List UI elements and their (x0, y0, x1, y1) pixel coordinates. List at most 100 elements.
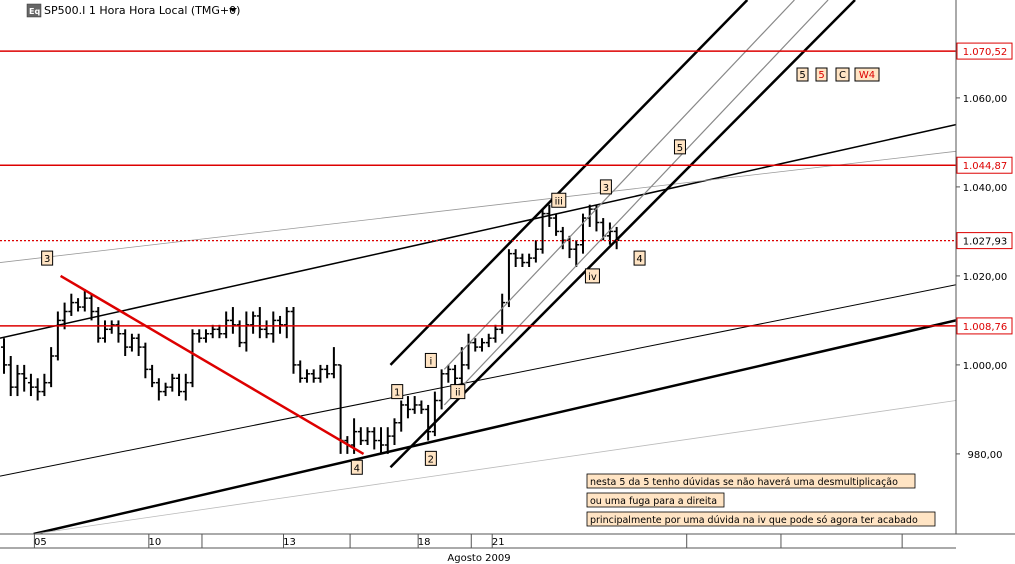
ohlc-bar (364, 427, 371, 445)
time-axis: 05 10 13 18 21 (33, 534, 903, 548)
ohlc-bar (290, 307, 297, 374)
ohlc-bar (330, 347, 337, 379)
ohlc-bar (579, 213, 586, 254)
legend-box (854, 67, 880, 82)
ohlc-bar (196, 329, 203, 343)
wave-label-text: 1 (394, 388, 400, 399)
wave-label: 4 (633, 250, 646, 266)
chevron-down-icon[interactable] (229, 8, 237, 12)
level-price-tag (956, 317, 1013, 335)
annotation-notes: nesta 5 da 5 tenho dúvidas se não haverá… (586, 473, 936, 527)
ohlc-bar (458, 347, 465, 388)
trend-line-red-downtrend[interactable] (59, 274, 365, 455)
wave-label-text: i (429, 356, 432, 367)
wave-label-box (391, 384, 404, 400)
time-tick-label: 10 (148, 537, 161, 548)
wave-label-text: 4 (636, 254, 642, 265)
ohlc-bar (479, 338, 485, 352)
ohlc-bar (202, 329, 209, 343)
trend-line-upper-channel-faint[interactable] (0, 150, 956, 263)
price-tick-label: 1.020,00 (963, 272, 1008, 283)
ohlc-bar (472, 338, 479, 352)
ohlc-bar (324, 364, 331, 379)
logo-icon (26, 3, 42, 18)
annotation-box (586, 473, 916, 489)
ohlc-bar (1, 338, 7, 374)
ohlc-bar (492, 324, 499, 343)
ohlc-bar (532, 240, 539, 263)
wave-label-text: 5 (677, 143, 683, 154)
trend-lines (0, 0, 956, 534)
ohlc-bar (155, 378, 162, 401)
price-tick-label: 1.000,00 (963, 361, 1008, 372)
ohlc-bar (431, 391, 438, 437)
horizontal-levels (0, 50, 956, 327)
price-tick-label: 980,00 (968, 450, 1003, 461)
ohlc-bar (573, 240, 580, 267)
wave-label-box (584, 268, 600, 284)
ohlc-bar (418, 400, 425, 414)
ohlc-bar (7, 356, 14, 397)
ohlc-bar (209, 324, 216, 339)
ohlc-bar (101, 320, 108, 343)
ohlc-bar (149, 364, 156, 388)
wave-label-text: 2 (428, 454, 434, 465)
level-price-tag (956, 156, 1013, 174)
wave-label-box (633, 250, 646, 266)
wave-label-box (673, 139, 686, 155)
trend-line-steep-mid2[interactable] (443, 0, 829, 406)
trend-line-steep-mid1[interactable] (443, 0, 795, 370)
ohlc-bar (283, 307, 290, 339)
ohlc-bar (115, 320, 122, 343)
wave-label-box (551, 192, 567, 208)
ohlc-bar (48, 347, 55, 388)
wave-label-box (424, 450, 437, 466)
legend-box (796, 67, 809, 82)
level-price-label: 1.044,87 (963, 161, 1008, 172)
ohlc-bar (81, 289, 88, 312)
wave-label-text: 3 (603, 183, 609, 194)
ohlc-bar (182, 373, 189, 401)
ohlc-bar (391, 418, 398, 445)
wave-label-box (599, 179, 612, 195)
ohlc-bar (34, 378, 41, 401)
ohlc-bar (297, 360, 304, 383)
legend-label: W4 (859, 70, 875, 81)
level-price-tag (956, 232, 1013, 250)
trend-line-lower-channel-thick[interactable] (33, 319, 956, 534)
ohlc-bar (371, 427, 378, 450)
ohlc-bar (243, 311, 250, 352)
legend-box (835, 67, 850, 82)
ohlc-bar (425, 404, 432, 441)
wave-label-text: 4 (354, 463, 360, 474)
trend-line-steep-left[interactable] (389, 0, 749, 366)
wave-label: 4 (350, 459, 363, 475)
ohlc-bar (438, 369, 445, 410)
ohlc-bar (378, 427, 385, 454)
ohlc-bar (256, 307, 263, 339)
ohlc-bar (411, 396, 418, 414)
wave-label-text: iv (588, 272, 597, 283)
chart-title: SP500.I 1 Hora Hora Local (TMG+0) (44, 4, 240, 17)
ohlc-bar (310, 369, 317, 383)
ohlc-bar (176, 373, 183, 397)
ohlc-bar (404, 396, 411, 419)
wave-label-text: iii (555, 196, 563, 207)
trend-line-thin-grey-bottom[interactable] (33, 400, 956, 535)
chart-header[interactable]: Eq SP500.I 1 Hora Hora Local (TMG+0) (26, 3, 240, 18)
ohlc-bar (526, 253, 533, 267)
ohlc-bar (54, 311, 61, 361)
wave-label-box (41, 250, 54, 266)
level-price-label: 1.027,93 (963, 237, 1008, 248)
wave-label-box (424, 352, 437, 368)
wave-label: 3 (599, 179, 612, 195)
trend-line-upper-channel-line[interactable] (0, 123, 956, 339)
ohlc-bar (317, 364, 324, 383)
trend-line-steep-right[interactable] (389, 0, 856, 469)
ohlc-bar (27, 373, 34, 397)
time-tick-label: 21 (492, 537, 505, 548)
wave-label: ii (450, 384, 466, 400)
ohlc-bar (553, 213, 560, 236)
